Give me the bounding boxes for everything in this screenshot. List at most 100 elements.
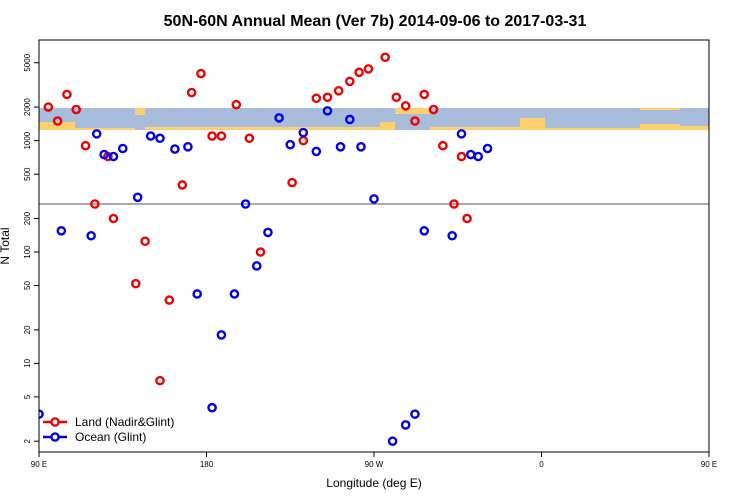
data-point [354, 67, 364, 78]
map-ocean-fill [640, 110, 680, 124]
data-point [183, 142, 193, 152]
data-point [240, 199, 251, 209]
data-point [345, 114, 355, 125]
data-point [145, 131, 156, 141]
data-point [274, 113, 284, 123]
data-point [117, 143, 128, 154]
data-point [207, 402, 217, 413]
data-point [108, 151, 119, 162]
chart-title: 50N-60N Annual Mean (Ver 7b) 2014-09-06 … [164, 13, 587, 30]
map-ocean-fill [145, 108, 380, 127]
data-point [456, 129, 467, 139]
map-ocean-fill [520, 108, 545, 118]
series-ocean [39, 106, 493, 447]
data-point [130, 278, 141, 289]
legend-label: Land (Nadir&Glint) [75, 415, 174, 429]
data-point [438, 140, 448, 151]
y-tick-label: 1000 [23, 131, 32, 149]
legend-marker [50, 432, 60, 442]
data-point [207, 131, 217, 141]
data-points [39, 52, 493, 447]
world-map-band [39, 108, 709, 130]
data-point [155, 375, 165, 386]
data-point [71, 104, 82, 115]
data-point [380, 52, 390, 63]
data-point [155, 133, 165, 144]
data-point [56, 226, 67, 236]
data-point [387, 436, 398, 447]
legend: Land (Nadir&Glint)Ocean (Glint) [43, 415, 174, 444]
data-point [428, 104, 439, 115]
map-ocean-fill [545, 108, 640, 128]
data-point [80, 140, 91, 151]
y-tick-label: 2 [23, 438, 32, 443]
data-point [86, 230, 96, 241]
map-ocean-fill [380, 108, 395, 122]
y-tick-label: 10 [23, 358, 32, 367]
y-tick-label: 2000 [23, 98, 32, 116]
data-point [356, 142, 366, 152]
data-point [322, 92, 333, 103]
data-point [196, 68, 206, 79]
data-point [132, 192, 143, 203]
data-point [90, 199, 100, 209]
y-tick-label: 20 [23, 325, 32, 334]
data-point [91, 129, 102, 139]
legend-item: Ocean (Glint) [43, 430, 146, 444]
data-point [216, 131, 227, 141]
data-point [482, 143, 493, 154]
y-tick-label: 50 [23, 281, 32, 290]
data-point [473, 151, 484, 162]
series-land [43, 52, 472, 386]
data-point [369, 194, 379, 204]
x-tick-label: 0 [539, 460, 544, 469]
y-axis-label: N Total [0, 227, 12, 264]
y-tick-label: 5000 [23, 53, 32, 71]
data-point [285, 139, 296, 150]
legend-label: Ocean (Glint) [75, 430, 146, 444]
data-point [335, 142, 346, 152]
x-axis: 90 E 180 90 W 0 90 E [31, 452, 717, 469]
map-ocean-fill [75, 108, 135, 128]
x-tick-label: 90 W [365, 460, 384, 469]
data-point [447, 230, 457, 241]
map-ocean-fill [430, 108, 520, 127]
data-point [419, 226, 430, 236]
data-point [231, 99, 242, 110]
y-tick-label: 5 [23, 394, 32, 399]
data-point [244, 133, 255, 144]
data-point [170, 144, 180, 154]
data-point [108, 213, 119, 224]
x-tick-label: 90 E [31, 460, 47, 469]
x-tick-label: 90 E [701, 460, 717, 469]
data-point [456, 151, 467, 162]
data-point [99, 149, 109, 160]
data-point [251, 261, 262, 271]
map-ocean-fill [135, 115, 145, 130]
x-tick-label: 180 [200, 460, 214, 469]
data-point [400, 420, 411, 430]
y-tick-label: 200 [23, 211, 32, 225]
data-point [410, 409, 420, 419]
data-point [449, 199, 459, 209]
data-point [192, 289, 202, 299]
map-ocean-fill [39, 108, 75, 122]
y-tick-label: 500 [23, 167, 32, 181]
y-tick-label: 100 [23, 245, 32, 259]
data-point [333, 86, 344, 96]
data-point [391, 92, 402, 103]
data-point [140, 236, 150, 247]
x-axis-label: Longitude (deg E) [326, 476, 421, 490]
data-point [186, 87, 197, 98]
y-axis: 2 5 10 20 50 100 200 500 1000 2000 5000 [23, 53, 39, 443]
legend-item: Land (Nadir&Glint) [43, 415, 174, 429]
data-point [400, 101, 411, 111]
data-point [164, 295, 175, 305]
data-point [298, 127, 309, 138]
data-point [287, 177, 297, 188]
data-point [363, 64, 374, 74]
data-point [255, 247, 266, 257]
data-point [311, 93, 322, 104]
